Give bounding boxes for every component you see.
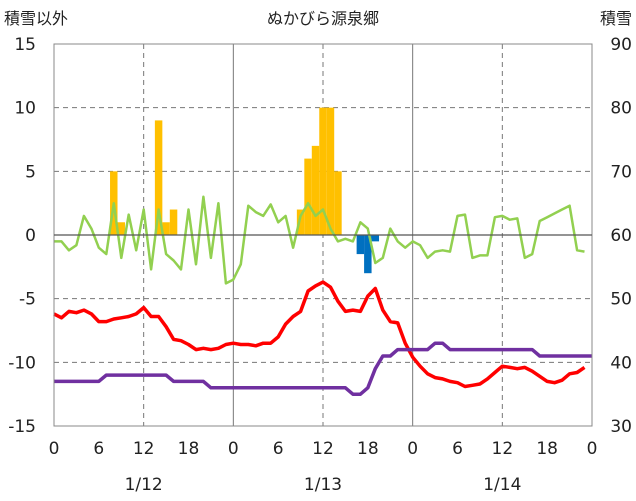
x-tick-label: 6 <box>93 439 104 459</box>
series-line <box>54 341 592 396</box>
bar <box>326 107 335 235</box>
right-tick-label: 90 <box>610 35 632 55</box>
line-series <box>53 195 592 396</box>
series-line <box>53 280 586 389</box>
bar <box>356 235 365 255</box>
bar <box>311 145 320 235</box>
left-tick-label: -15 <box>8 417 36 437</box>
bar-series <box>110 107 380 274</box>
right-tick-label: 40 <box>610 353 632 373</box>
x-tick-label: 6 <box>273 439 284 459</box>
left-tick-label: 15 <box>14 35 36 55</box>
series-line <box>54 195 585 285</box>
x-tick-label: 0 <box>228 439 239 459</box>
x-tick-label: 0 <box>49 439 60 459</box>
bar <box>154 120 163 235</box>
bar <box>319 107 327 235</box>
left-tick-label: 10 <box>14 99 36 119</box>
date-label: 1/14 <box>483 475 521 495</box>
x-tick-label: 0 <box>587 439 598 459</box>
x-tick-label: 0 <box>407 439 418 459</box>
right-tick-label: 30 <box>610 417 632 437</box>
bar <box>304 158 312 235</box>
x-tick-label: 6 <box>452 439 463 459</box>
bar <box>296 209 305 235</box>
right-tick-label: 80 <box>610 99 632 119</box>
right-axis-label: 積雪 <box>600 9 632 28</box>
bar <box>162 222 170 235</box>
x-tick-label: 18 <box>357 439 379 459</box>
chart-title: ぬかびら源泉郷 <box>267 9 379 28</box>
bar <box>169 209 178 235</box>
bar <box>117 222 125 235</box>
x-tick-label: 18 <box>536 439 558 459</box>
x-tick-label: 12 <box>492 439 514 459</box>
bar <box>371 235 380 242</box>
bar <box>364 235 372 274</box>
x-tick-label: 12 <box>133 439 155 459</box>
date-label: 1/13 <box>304 475 342 495</box>
right-tick-label: 60 <box>610 226 632 246</box>
bar <box>334 171 342 235</box>
x-tick-label: 18 <box>178 439 200 459</box>
date-label: 1/12 <box>125 475 163 495</box>
left-tick-label: -10 <box>8 353 36 373</box>
left-axis-label: 積雪以外 <box>4 9 68 28</box>
right-tick-label: 50 <box>610 290 632 310</box>
x-tick-label: 12 <box>312 439 334 459</box>
left-tick-label: 0 <box>25 226 36 246</box>
right-tick-label: 70 <box>610 162 632 182</box>
left-tick-label: -5 <box>19 290 36 310</box>
left-tick-label: 5 <box>25 162 36 182</box>
